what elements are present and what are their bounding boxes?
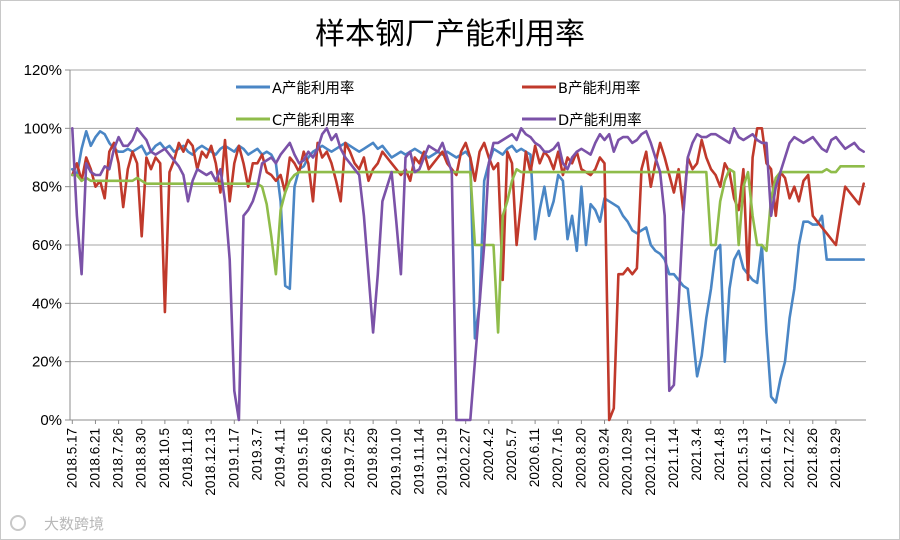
y-axis-ticks: 0% 20% 40% 60% 80% 100% 120% <box>24 62 70 429</box>
series-b-line <box>71 127 866 422</box>
series-a-line <box>71 130 866 404</box>
x-tick-label: 2021.8.26 <box>805 428 820 488</box>
x-tick-label: 2019.12.19 <box>435 428 450 496</box>
y-tick-label: 40% <box>32 295 62 312</box>
x-tick-label: 2020.7.16 <box>550 428 565 488</box>
y-tick-label: 20% <box>32 354 62 371</box>
x-tick-label: 2019.3.7 <box>249 428 264 481</box>
x-tick-label: 2018.6.21 <box>87 428 102 488</box>
chart-title: 样本钢厂产能利用率 <box>315 17 585 52</box>
x-tick-label: 2019.1.17 <box>226 428 241 488</box>
x-tick-label: 2018.11.8 <box>180 428 195 487</box>
series-d-line <box>71 127 866 422</box>
y-tick-label: 120% <box>24 62 62 79</box>
x-tick-label: 2021.4.8 <box>712 428 727 481</box>
x-tick-label: 2021.5.13 <box>735 428 750 488</box>
x-tick-label: 2020.9.24 <box>597 428 612 489</box>
watermark: 大数跨境 <box>10 515 104 533</box>
legend: A产能利用率 B产能利用率 C产能利用率 D产能利用率 <box>236 80 642 129</box>
series-lines <box>71 127 866 422</box>
x-tick-label: 2019.4.11 <box>273 428 288 487</box>
legend-label-d: D产能利用率 <box>558 112 642 129</box>
x-tick-label: 2018.7.26 <box>111 428 126 488</box>
x-tick-label: 2018.5.17 <box>64 428 79 488</box>
legend-label-b: B产能利用率 <box>558 80 640 97</box>
x-tick-label: 2019.11.14 <box>411 428 426 495</box>
x-tick-label: 2021.7.22 <box>782 428 797 488</box>
y-tick-label: 0% <box>40 412 62 429</box>
y-tick-label: 60% <box>32 237 62 254</box>
x-tick-label: 2019.6.20 <box>319 428 334 488</box>
x-tick-label: 2019.5.16 <box>296 428 311 488</box>
x-tick-label: 2020.6.11 <box>527 428 542 487</box>
legend-item-a: A产能利用率 <box>236 80 354 97</box>
x-tick-label: 2020.5.7 <box>504 428 519 481</box>
x-tick-label: 2018.12.13 <box>203 428 218 496</box>
y-tick-label: 80% <box>32 179 62 196</box>
series-c-line <box>71 165 866 334</box>
watermark-text: 大数跨境 <box>44 515 104 533</box>
x-tick-label: 2018.10.5 <box>157 428 172 488</box>
x-tick-label: 2021.3.4 <box>689 428 704 481</box>
gridlines <box>70 69 866 363</box>
x-tick-label: 2020.12.10 <box>643 428 658 496</box>
legend-label-a: A产能利用率 <box>272 80 354 97</box>
x-axis-ticks: 2018.5.17 2018.6.21 2018.7.26 2018.8.30 2018… <box>64 420 843 496</box>
x-tick-label: 2020.8.20 <box>573 428 588 488</box>
x-tick-label: 2020.10.29 <box>620 428 635 496</box>
y-tick-label: 100% <box>24 120 62 137</box>
x-tick-label: 2020.4.2 <box>481 428 496 481</box>
x-tick-label: 2019.10.10 <box>388 428 403 496</box>
x-tick-label: 2021.9.29 <box>828 428 843 488</box>
legend-label-c: C产能利用率 <box>272 112 355 129</box>
x-tick-label: 2021.6.17 <box>759 428 774 488</box>
x-tick-label: 2020.2.27 <box>458 428 473 488</box>
x-tick-label: 2019.8.29 <box>365 428 380 488</box>
x-tick-label: 2018.8.30 <box>134 428 149 488</box>
watermark-logo-icon <box>10 515 26 531</box>
legend-item-d: D产能利用率 <box>522 112 642 129</box>
x-tick-label: 2019.7.25 <box>342 428 357 488</box>
legend-item-c: C产能利用率 <box>236 112 355 129</box>
x-tick-label: 2021.1.14 <box>666 428 681 489</box>
legend-item-b: B产能利用率 <box>522 80 640 97</box>
